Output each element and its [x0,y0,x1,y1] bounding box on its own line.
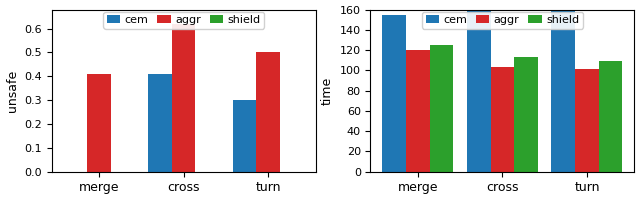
Y-axis label: time: time [321,77,334,105]
Bar [232,100,256,172]
Legend: cem, aggr, shield: cem, aggr, shield [422,12,583,29]
Bar [515,57,538,172]
Bar [430,45,454,172]
Bar [467,0,491,172]
Bar [491,67,515,172]
Bar [599,61,623,172]
Bar [575,69,599,172]
Legend: cem, aggr, shield: cem, aggr, shield [103,12,264,29]
Y-axis label: unsafe: unsafe [6,70,19,112]
Bar [552,0,575,172]
Bar [87,74,111,172]
Bar [406,50,430,172]
Bar [148,74,172,172]
Bar [256,52,280,172]
Bar [172,24,195,172]
Bar [383,15,406,172]
